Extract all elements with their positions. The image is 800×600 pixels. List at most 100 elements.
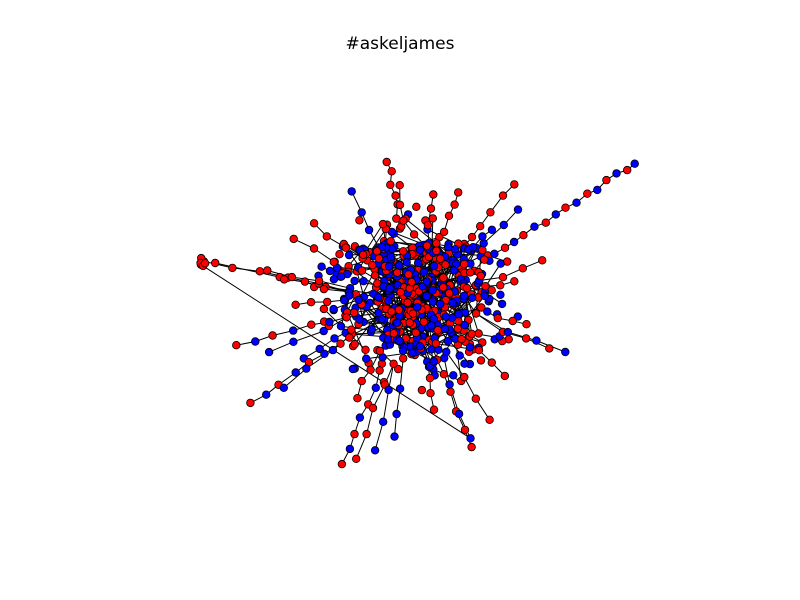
graph-node-blue: [459, 291, 469, 300]
graph-node-red: [460, 425, 470, 435]
graph-node-blue: [393, 318, 402, 327]
graph-node-blue: [454, 409, 464, 419]
graph-node-red: [263, 266, 272, 275]
graph-node-blue: [513, 205, 523, 214]
graph-node-blue: [370, 446, 380, 455]
graph-node-red: [386, 180, 395, 189]
graph-node-blue: [496, 259, 505, 268]
graph-node-red: [433, 325, 442, 335]
graph-node-red: [486, 208, 495, 217]
graph-node-red: [471, 394, 480, 403]
graph-node-blue: [289, 326, 298, 335]
graph-node-blue: [478, 232, 487, 241]
graph-node-blue: [443, 242, 453, 252]
graph-node-blue: [551, 210, 560, 219]
graph-node-red: [460, 259, 469, 269]
graph-node-blue: [354, 295, 363, 305]
graph-node-red: [375, 346, 385, 356]
graph-node-red: [432, 239, 441, 248]
graph-node-red: [477, 303, 486, 312]
graph-node-red: [342, 313, 351, 322]
graph-node-red: [500, 371, 509, 381]
graph-node-red: [561, 203, 570, 212]
graph-node-red: [500, 243, 510, 252]
graph-node-red: [341, 243, 350, 252]
graph-node-red: [518, 264, 527, 273]
graph-edge: [382, 389, 390, 422]
graph-node-blue: [460, 359, 469, 368]
graph-node-blue: [572, 198, 581, 207]
graph-node-blue: [344, 250, 354, 260]
graph-node-red: [389, 329, 398, 338]
graph-node-blue: [415, 245, 425, 255]
graph-node-red: [471, 309, 481, 318]
graph-node-red: [350, 429, 359, 439]
graph-node-blue: [466, 434, 475, 443]
graph-node-red: [366, 365, 375, 374]
graph-node-red: [200, 259, 210, 268]
graph-node-red: [460, 372, 469, 382]
graph-node-red: [372, 247, 382, 256]
graph-node-blue: [419, 267, 429, 277]
graph-node-blue: [264, 347, 274, 357]
graph-node-red: [349, 308, 359, 317]
graph-node-blue: [479, 239, 488, 248]
graph-node-blue: [429, 357, 439, 366]
graph-node-red: [357, 266, 367, 275]
graph-node-red: [280, 275, 289, 284]
graph-node-red: [538, 256, 547, 265]
graph-node-blue: [630, 159, 639, 168]
graph-node-red: [498, 273, 508, 282]
graph-node-blue: [350, 276, 359, 286]
graph-node-blue: [395, 261, 404, 270]
graph-node-red: [395, 180, 404, 190]
graph-node-blue: [384, 296, 393, 306]
graph-node-blue: [448, 298, 457, 307]
graph-node-blue: [415, 342, 425, 351]
graph-title: #askeljames: [345, 34, 455, 54]
graph-node-red: [322, 232, 331, 241]
graph-node-red: [405, 318, 414, 327]
graph-node-red: [345, 333, 354, 342]
graph-node-red: [426, 204, 436, 213]
graph-node-blue: [428, 297, 437, 306]
graph-node-red: [522, 320, 531, 329]
graph-node-red: [307, 320, 316, 329]
graph-node-red: [521, 334, 531, 343]
graph-node-blue: [414, 258, 423, 268]
graph-node-red: [467, 329, 476, 338]
graph-node-red: [391, 191, 400, 200]
graph-node-red: [368, 261, 377, 270]
graph-node-blue: [379, 417, 388, 426]
graph-edge: [433, 329, 450, 361]
graph-node-blue: [449, 371, 458, 380]
graph-node-red: [457, 334, 466, 344]
graph-node-red: [439, 227, 449, 237]
graph-node-red: [287, 272, 297, 282]
graph-node-red: [387, 167, 396, 176]
graph-node-red: [439, 273, 448, 282]
graph-node-blue: [385, 284, 394, 293]
graph-node-red: [408, 309, 418, 318]
graph-node-blue: [490, 249, 499, 258]
graph-node-red: [392, 214, 401, 223]
graph-node-blue: [445, 380, 454, 389]
graph-node-red: [519, 230, 528, 240]
graph-node-blue: [413, 303, 422, 312]
graph-node-blue: [384, 262, 394, 271]
graph-node-red: [407, 277, 416, 287]
graph-node-red: [493, 313, 502, 323]
graph-node-red: [441, 260, 450, 269]
graph-node-blue: [262, 390, 271, 399]
graph-node-red: [422, 241, 432, 250]
graph-node-blue: [384, 385, 393, 395]
graph-node-red: [309, 219, 319, 228]
graph-node-red: [362, 429, 371, 439]
graph-node-blue: [395, 384, 405, 393]
graph-edge: [483, 224, 505, 244]
graph-node-blue: [427, 321, 436, 330]
graph-edge: [475, 398, 491, 421]
graph-node-red: [429, 405, 439, 414]
graph-node-blue: [480, 291, 489, 301]
